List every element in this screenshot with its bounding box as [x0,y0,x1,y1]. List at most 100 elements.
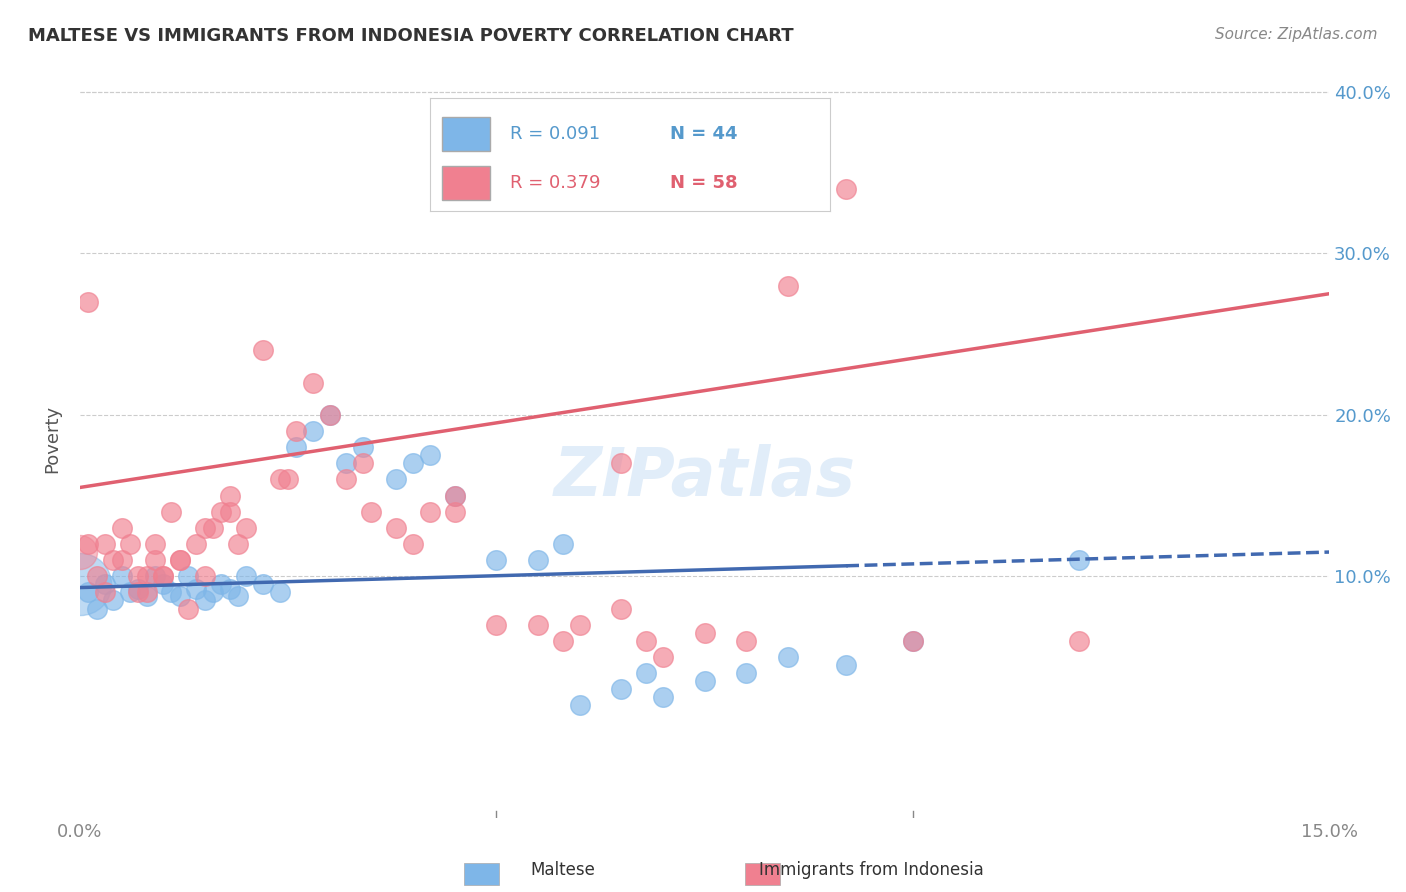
Point [110,569,132,583]
Y-axis label: Poverty: Poverty [44,405,60,473]
Text: MALTESE VS IMMIGRANTS FROM INDONESIA POVERTY CORRELATION CHART: MALTESE VS IMMIGRANTS FROM INDONESIA POV… [28,27,794,45]
Point [218,489,240,503]
Point [269,585,291,599]
Point [86,601,108,615]
Point [335,456,357,470]
Point [160,585,183,599]
Point [636,666,658,681]
Point [118,537,141,551]
Point [277,472,299,486]
Point [901,633,924,648]
Point [835,658,858,673]
Point [186,582,208,597]
Point [135,589,157,603]
Point [252,343,274,358]
Point [1069,633,1091,648]
Point [211,505,233,519]
Point [302,424,325,438]
Point [636,633,658,648]
Point [551,633,574,648]
Point [135,569,157,583]
Point [651,650,673,665]
Point [835,182,858,196]
Point [360,505,382,519]
Point [103,553,125,567]
Point [169,553,191,567]
Point [269,472,291,486]
Point [385,472,408,486]
Point [110,521,132,535]
Point [419,505,441,519]
Point [127,585,149,599]
Point [252,577,274,591]
Point [218,505,240,519]
Point [285,424,308,438]
Text: Immigrants from Indonesia: Immigrants from Indonesia [759,861,984,879]
Point [352,440,374,454]
Point [69,545,91,559]
Point [235,521,257,535]
Point [152,569,174,583]
Point [226,537,249,551]
Point [776,278,799,293]
Text: Maltese: Maltese [530,861,595,879]
Point [143,569,166,583]
Point [285,440,308,454]
Point [118,585,141,599]
Point [610,456,633,470]
Point [735,666,758,681]
Point [235,569,257,583]
Point [735,633,758,648]
Point [127,569,149,583]
Point [152,569,174,583]
Point [402,537,425,551]
Point [186,537,208,551]
Point [610,682,633,697]
Point [693,625,716,640]
Point [194,569,217,583]
Point [226,589,249,603]
Point [202,521,225,535]
Point [77,537,100,551]
Point [143,537,166,551]
Point [152,577,174,591]
Point [610,601,633,615]
Point [551,537,574,551]
Point [485,617,508,632]
Point [169,589,191,603]
Point [568,698,591,713]
Point [319,408,342,422]
Point [218,582,240,597]
Point [86,569,108,583]
Point [443,505,465,519]
Point [211,577,233,591]
Point [77,585,100,599]
Point [177,569,200,583]
Point [419,448,441,462]
Point [160,505,183,519]
Point [69,577,91,591]
Point [485,553,508,567]
Point [651,690,673,705]
Point [385,521,408,535]
Point [94,577,117,591]
Point [402,456,425,470]
Point [194,593,217,607]
Point [94,537,117,551]
Point [527,553,550,567]
Point [776,650,799,665]
Point [1069,553,1091,567]
Point [202,585,225,599]
Point [352,456,374,470]
Point [443,489,465,503]
Point [568,617,591,632]
Point [127,582,149,597]
Point [443,489,465,503]
Point [110,553,132,567]
Point [194,521,217,535]
Point [94,585,117,599]
Point [693,674,716,689]
Point [143,553,166,567]
Point [169,553,191,567]
Point [319,408,342,422]
